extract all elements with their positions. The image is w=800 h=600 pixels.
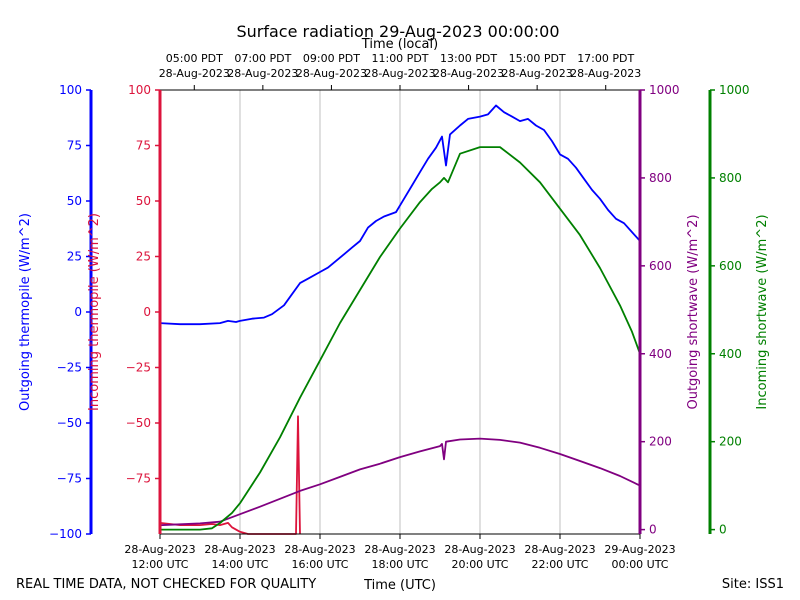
series-line-outgoing-thermopile <box>159 104 641 326</box>
series-layer <box>159 104 641 535</box>
y-tick-label: 800 <box>719 171 742 185</box>
x-tick-label-date: 28-Aug-2023 <box>444 543 515 556</box>
x-tick-label-time: 12:00 UTC <box>131 558 188 571</box>
x-tick-label-date: 28-Aug-2023 <box>524 543 595 556</box>
y-tick-label: 0 <box>74 305 82 319</box>
top-tick-label-date: 28-Aug-2023 <box>227 67 298 80</box>
y-tick-label: 1000 <box>719 83 750 97</box>
y-tick-label: 0 <box>649 523 657 537</box>
y-tick-label: 400 <box>719 347 742 361</box>
x-tick-label-date: 28-Aug-2023 <box>364 543 435 556</box>
y-tick-label: 0 <box>719 523 727 537</box>
y-tick-label: 600 <box>649 259 672 273</box>
footer-quality-note: REAL TIME DATA, NOT CHECKED FOR QUALITY <box>16 577 316 592</box>
x-tick-label-time: 14:00 UTC <box>211 558 268 571</box>
y-tick-label: 100 <box>59 83 82 97</box>
top-tick-label-date: 28-Aug-2023 <box>433 67 504 80</box>
x-tick-label-time: 18:00 UTC <box>371 558 428 571</box>
x-tick-label-time: 00:00 UTC <box>611 558 668 571</box>
top-tick-label-date: 28-Aug-2023 <box>364 67 435 80</box>
top-tick-label-time: 07:00 PDT <box>234 52 291 65</box>
axes-layer: 28-Aug-2023 12:00 UTC 28-Aug-2023 14:00 UTC… <box>18 52 770 571</box>
top-tick-label-date: 28-Aug-2023 <box>502 67 573 80</box>
series-line-incoming-shortwave <box>160 146 641 531</box>
y-tick-label: 75 <box>67 139 82 153</box>
top-tick-label-time: 13:00 PDT <box>440 52 497 65</box>
y-axis-label-out_sw: Outgoing shortwave (W/m^2) <box>686 214 701 409</box>
x-tick-label-time: 16:00 UTC <box>291 558 348 571</box>
top-tick-label-time: 17:00 PDT <box>577 52 634 65</box>
top-tick-label-time: 11:00 PDT <box>371 52 428 65</box>
y-tick-label: −75 <box>126 472 151 486</box>
y-tick-label: 1000 <box>649 83 680 97</box>
series-line-incoming-thermopile <box>159 415 301 535</box>
x-tick-label-date: 28-Aug-2023 <box>124 543 195 556</box>
grid-layer <box>239 90 561 534</box>
y-tick-label: 200 <box>719 435 742 449</box>
x-axis-label: Time (UTC) <box>363 578 436 593</box>
y-tick-label: 50 <box>136 194 151 208</box>
y-tick-label: 100 <box>128 83 151 97</box>
y-tick-label: −50 <box>126 416 151 430</box>
top-tick-label-date: 28-Aug-2023 <box>570 67 641 80</box>
y-tick-label: 800 <box>649 171 672 185</box>
y-tick-label: 75 <box>136 139 151 153</box>
top-axis-label: Time (local) <box>361 37 438 52</box>
y-axis-label-out_thermo: Outgoing thermopile (W/m^2) <box>18 213 33 411</box>
y-tick-label: −25 <box>57 361 82 375</box>
y-axis-label-in_sw: Incoming shortwave (W/m^2) <box>755 214 770 409</box>
y-axis-label-in_thermo: Incoming thermopile (W/m^2) <box>87 213 102 411</box>
x-tick-label-date: 29-Aug-2023 <box>604 543 675 556</box>
y-tick-label: 25 <box>67 250 82 264</box>
top-tick-label-time: 15:00 PDT <box>509 52 566 65</box>
y-tick-label: 400 <box>649 347 672 361</box>
y-tick-label: 200 <box>649 435 672 449</box>
top-tick-label-date: 28-Aug-2023 <box>159 67 230 80</box>
y-tick-label: 600 <box>719 259 742 273</box>
y-tick-label: −25 <box>126 361 151 375</box>
x-tick-label-date: 28-Aug-2023 <box>284 543 355 556</box>
y-tick-label: −50 <box>57 416 82 430</box>
x-tick-label-time: 20:00 UTC <box>451 558 508 571</box>
y-tick-label: 0 <box>143 305 151 319</box>
top-tick-label-time: 09:00 PDT <box>303 52 360 65</box>
y-tick-label: 25 <box>136 250 151 264</box>
y-tick-label: −75 <box>57 472 82 486</box>
series-line-outgoing-shortwave <box>159 437 641 527</box>
x-tick-label-date: 28-Aug-2023 <box>204 543 275 556</box>
footer-site: Site: ISS1 <box>722 577 784 592</box>
chart-title: Surface radiation 29-Aug-2023 00:00:00 <box>236 22 559 41</box>
y-tick-label: −100 <box>49 527 82 541</box>
y-tick-label: 50 <box>67 194 82 208</box>
top-tick-label-date: 28-Aug-2023 <box>296 67 367 80</box>
top-tick-label-time: 05:00 PDT <box>166 52 223 65</box>
x-tick-label-time: 22:00 UTC <box>531 558 588 571</box>
